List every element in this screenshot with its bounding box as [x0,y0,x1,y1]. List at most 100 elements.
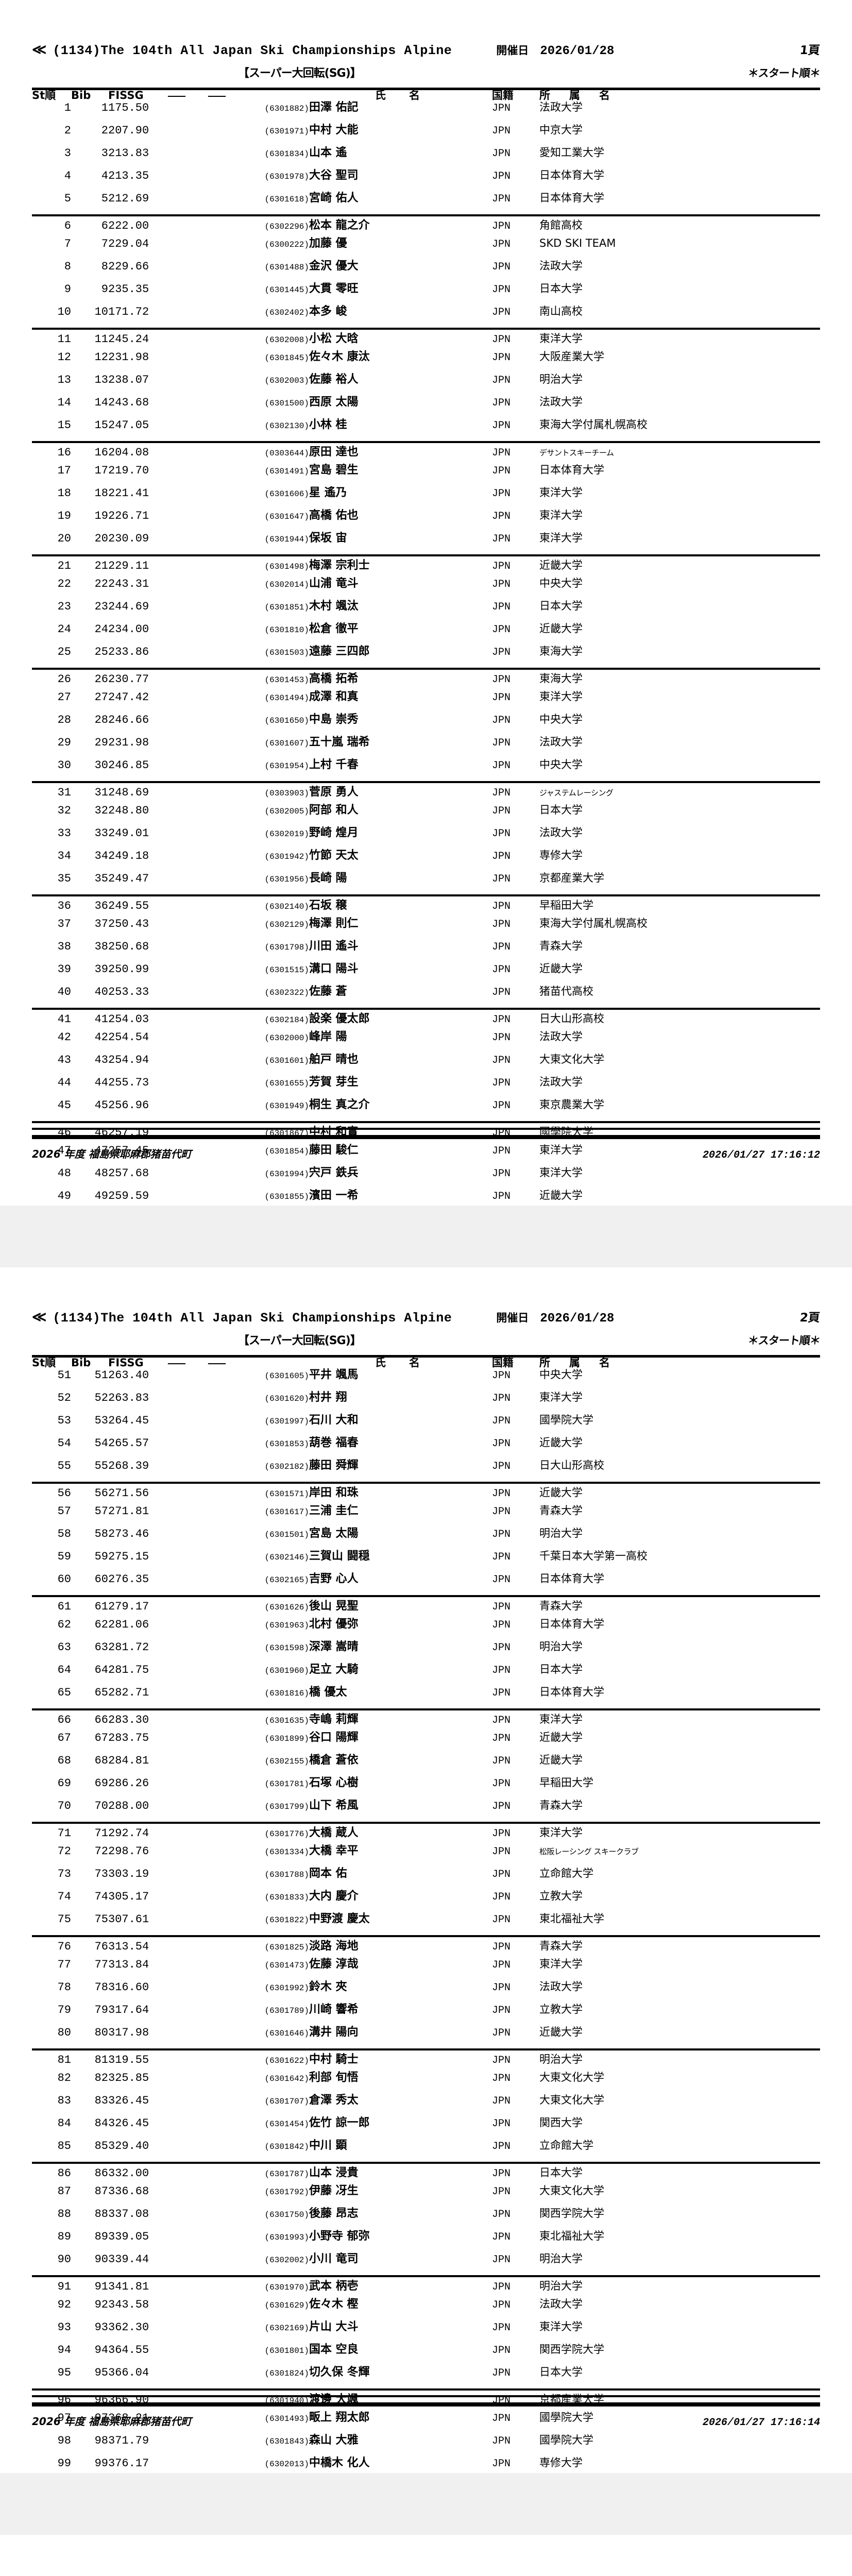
table-row: 25 25 233.86 (6301503) 遠藤 三四郎 JPN 東海大学 [32,646,820,670]
cell-club: 猪苗代高校 [539,986,820,1010]
cell-fis-code: (6301601) [264,1056,309,1065]
footer-rule-thin [32,2395,820,2397]
cell-club: 東海大学付属札幌高校 [539,419,820,443]
cell-fis-points: 222.00 [108,219,149,232]
table-row: 74 74 305.17 (6301833) 大内 慶介 JPN 立教大学 [32,1891,820,1913]
cell-start-order: 78 [57,1981,71,1994]
cell-fis-points: 245.24 [108,333,149,346]
cell-blank-2 [208,1505,248,1528]
cell-blank-2 [208,1415,248,1437]
cell-athlete-name: 国本 空良 [309,2343,359,2356]
cell-nationality: JPN [492,148,511,160]
cell-blank-1 [168,2458,208,2473]
cell-fis-points: 286.26 [108,1777,149,1790]
cell-bib: 25 [71,646,108,670]
footer-timestamp: 2026/01/27 17:16:12 [702,1149,820,1161]
cell-blank-2 [208,2231,248,2253]
cell-fis-points: 265.57 [108,1437,149,1450]
cell-start-order: 59 [57,1550,71,1563]
cell-start-order: 70 [32,1800,71,1824]
cell-start-order: 74 [57,1890,71,1903]
cell-fis-points: 284.81 [108,1754,149,1767]
cell-blank-1 [168,646,208,670]
table-row: 65 65 282.71 (6301816) 橋 優太 JPN 日本体育大学 [32,1687,820,1710]
cell-fis-points: 231.98 [108,736,149,749]
cell-fis-points: 231.98 [108,351,149,364]
cell-athlete-name: 桐生 真之介 [309,1099,492,1123]
cell-blank-1 [168,850,208,873]
cell-club: 東京農業大学 [539,1099,820,1123]
cell-fis-points: 246.85 [108,759,168,783]
cell-bib: 34 [94,850,108,862]
cell-fis-points: 247.05 [108,419,168,443]
cell-athlete-name: 橋 優太 [309,1687,492,1710]
cell-nationality: JPN [492,1846,511,1858]
cell-fis-points: 249.01 [108,827,149,840]
cell-blank-1 [168,1777,208,1800]
cell-blank-2 [208,147,248,170]
cell-blank-1 [168,623,208,646]
cell-nationality: JPN [492,1755,511,1767]
cell-blank-2 [208,283,248,306]
cell-fis-code: (6301473) [264,1961,309,1970]
cell-blank-2 [208,215,248,238]
cell-fis-code: (6302008) [264,335,309,345]
footer-timestamp: 2026/01/27 17:16:14 [702,2417,820,2429]
cell-bib: 12 [94,351,108,364]
cell-fis-points: 307.61 [108,1913,168,1937]
cell-fis-points: 243.31 [108,578,149,590]
cell-start-order: 86 [57,2167,71,2180]
header-title-row: ≪ (1134)The 104th All Japan Ski Champions… [32,1308,821,1326]
cell-fis-points: 281.72 [108,1641,149,1654]
cell-fis-points: 254.03 [108,1013,149,1026]
cell-bib: 78 [94,1981,108,1994]
cell-fis-code: (6301622) [264,2056,309,2065]
cell-fis-code: (6302182) [248,1460,309,1484]
cell-blank-2 [208,1709,248,1732]
table-row: 80 80 317.98 (6301646) 溝井 陽向 JPN 近畿大学 [32,2027,820,2050]
table-row: 51 51 263.40 (6301605) 平井 颯馬 JPN 中央大学 [32,1369,820,1392]
cell-bib: 54 [94,1437,108,1450]
document-page: ≪ (1134)The 104th All Japan Ski Champions… [0,0,852,1206]
cell-fis-code: (6302184) [264,1015,309,1025]
cell-blank-1 [168,1573,208,1597]
table-row: 82 82 325.85 (6301642) 利部 旬悟 JPN 大東文化大学 [32,2072,820,2095]
cell-nationality: JPN [492,1077,511,1089]
cell-club: 関西学院大学 [539,2207,604,2219]
table-row: 24 24 234.00 (6301810) 松倉 徹平 JPN 近畿大学 [32,623,820,646]
cell-fis-code: (6301833) [264,1893,309,1902]
cell-bib: 37 [94,918,108,930]
cell-fis-points: 248.80 [108,804,149,817]
cell-athlete-name: 上村 千春 [309,759,492,783]
cell-club: ジャステムレーシング [539,788,614,798]
cell-blank-1 [168,147,208,170]
cell-club: 立命館大学 [539,2140,820,2164]
column-header-club: 所 属 名 [539,1357,614,1369]
cell-nationality: JPN [492,2458,511,2470]
cell-fis-code: (6301650) [264,716,309,725]
table-row: 93 93 362.30 (6302169) 片山 大斗 JPN 東洋大学 [32,2321,820,2344]
cell-athlete-name: 金沢 優大 [309,260,359,273]
cell-blank-2 [208,1891,248,1913]
cell-nationality: JPN [492,1959,511,1971]
table-row: 38 38 250.68 (6301798) 川田 遙斗 JPN 青森大学 [32,941,820,963]
cell-fis-code: (6301606) [264,489,309,499]
table-row: 75 75 307.61 (6301822) 中野渡 慶太 JPN 東北福祉大学 [32,1913,820,1937]
cell-fis-points: 229.11 [108,560,149,572]
header-subtitle-row: 【スーパー大回転(SG)】 ＊スタート順＊ [32,1331,821,1348]
cell-fis-points: 364.55 [108,2344,149,2357]
cell-fis-code: (6301598) [264,1643,309,1653]
cell-fis-points: 250.43 [108,918,149,930]
cell-start-order: 25 [32,646,71,670]
cell-athlete-name: 山本 浸貴 [309,2166,359,2179]
cell-start-order: 30 [32,759,71,783]
cell-start-order: 97 [57,2412,71,2425]
table-row: 61 61 279.17 (6301626) 後山 晃聖 JPN 青森大学 [32,1596,820,1619]
cell-nationality: JPN [492,2027,539,2050]
cell-nationality: JPN [492,1913,539,1937]
cell-athlete-name: 藤田 舜輝 [309,1460,492,1484]
cell-fis-points: 368.21 [108,2412,149,2425]
cell-club: 青森大学 [539,1504,583,1517]
cell-blank-2 [208,2117,248,2140]
table-row: 43 43 254.94 (6301601) 舶戸 晴也 JPN 大東文化大学 [32,1054,820,1077]
